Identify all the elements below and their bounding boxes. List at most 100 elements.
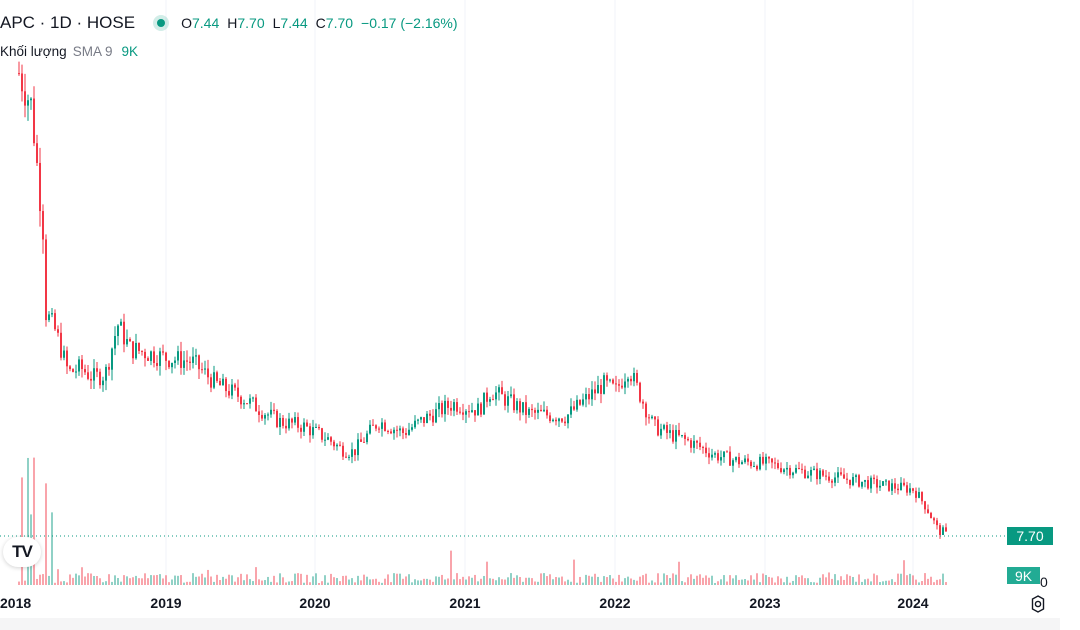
price-candle [522, 402, 524, 416]
price-candle [78, 356, 80, 376]
candle-body [672, 430, 674, 442]
volume-bar [834, 574, 836, 585]
price-candle [549, 412, 551, 424]
price-candle [699, 436, 701, 451]
volume-bar [396, 573, 398, 585]
volume-bar [609, 575, 611, 585]
price-candle [807, 471, 809, 479]
price-candle [252, 396, 254, 402]
price-candle [843, 468, 845, 479]
volume-bar [612, 578, 614, 585]
candle-body [612, 379, 614, 384]
symbol-title[interactable]: APC · 1D · HOSE [0, 13, 136, 32]
price-candle [777, 459, 779, 470]
candle-body [228, 391, 230, 396]
volume-bar [252, 581, 254, 585]
price-candle [744, 455, 746, 464]
price-candle [885, 479, 887, 486]
candle-body [414, 420, 416, 428]
candle-body [336, 444, 338, 447]
settings-icon[interactable] [1028, 594, 1048, 614]
candle-body [828, 476, 830, 481]
volume-bar [768, 576, 770, 585]
price-candle [768, 456, 770, 464]
candle-body [627, 378, 629, 382]
volume-bar [879, 582, 881, 585]
candle-body [924, 501, 926, 510]
candle-body [936, 520, 938, 526]
volume-bar [483, 575, 485, 585]
volume-bar [573, 559, 575, 585]
candle-body [939, 525, 941, 535]
volume-bar [375, 578, 377, 585]
volume-bar [333, 577, 335, 585]
volume-bar [207, 569, 209, 585]
price-candle [354, 449, 356, 462]
price-candle [45, 234, 47, 327]
price-candle [912, 487, 914, 494]
volume-bar [639, 576, 641, 585]
volume-bar [141, 578, 143, 585]
volume-bar [432, 581, 434, 585]
candle-body [441, 403, 443, 415]
candle-body [459, 411, 461, 413]
volume-bar [507, 577, 509, 585]
candle-body [876, 479, 878, 488]
price-candle [876, 475, 878, 494]
volume-axis-zero: 0 [1040, 574, 1048, 590]
time-axis[interactable]: 2018 2019 2020 2021 2022 2023 2024 [0, 588, 1060, 630]
volume-bar [684, 582, 686, 585]
volume-bar [537, 581, 539, 585]
price-candle [183, 351, 185, 375]
volume-bar [237, 577, 239, 585]
candle-body [360, 439, 362, 442]
candle-body [21, 73, 23, 92]
price-candle [606, 372, 608, 387]
candle-body [699, 442, 701, 448]
volume-bar [915, 579, 917, 585]
candle-body [837, 472, 839, 478]
candle-body [879, 485, 881, 488]
candle-body [774, 462, 776, 464]
price-chart[interactable] [0, 0, 1060, 590]
price-candle [570, 398, 572, 419]
volume-bar [411, 582, 413, 585]
volume-legend[interactable]: Khối lượng SMA 9 9K [0, 44, 138, 59]
volume-bar [711, 575, 713, 585]
price-candle [255, 394, 257, 412]
volume-bar [849, 575, 851, 585]
candle-body [747, 458, 749, 462]
price-candle [939, 523, 941, 539]
price-candle [69, 364, 71, 372]
volume-bar [75, 573, 77, 585]
tradingview-logo[interactable]: TV [3, 537, 41, 567]
candle-body [681, 435, 683, 437]
volume-bar [183, 582, 185, 585]
price-candle [267, 412, 269, 421]
candle-body [786, 467, 788, 470]
volume-bar [402, 578, 404, 585]
volume-bar [408, 574, 410, 585]
candle-body [81, 359, 83, 370]
price-candle [480, 401, 482, 418]
volume-bar [267, 576, 269, 585]
price-candle [417, 418, 419, 425]
price-candle [918, 487, 920, 499]
price-candle [483, 392, 485, 415]
price-candle [546, 406, 548, 419]
price-candle [216, 370, 218, 383]
candle-body [765, 456, 767, 464]
volume-bar [342, 575, 344, 585]
price-candle [792, 471, 794, 479]
candle-body [183, 360, 185, 368]
price-candle [804, 465, 806, 479]
candle-body [750, 461, 752, 467]
price-candle [306, 419, 308, 427]
candle-body [891, 483, 893, 491]
price-candles [18, 61, 947, 539]
price-candle [573, 400, 575, 411]
candle-body [378, 428, 380, 430]
price-candle [336, 443, 338, 451]
volume-bar [825, 577, 827, 585]
volume-bar [255, 567, 257, 585]
